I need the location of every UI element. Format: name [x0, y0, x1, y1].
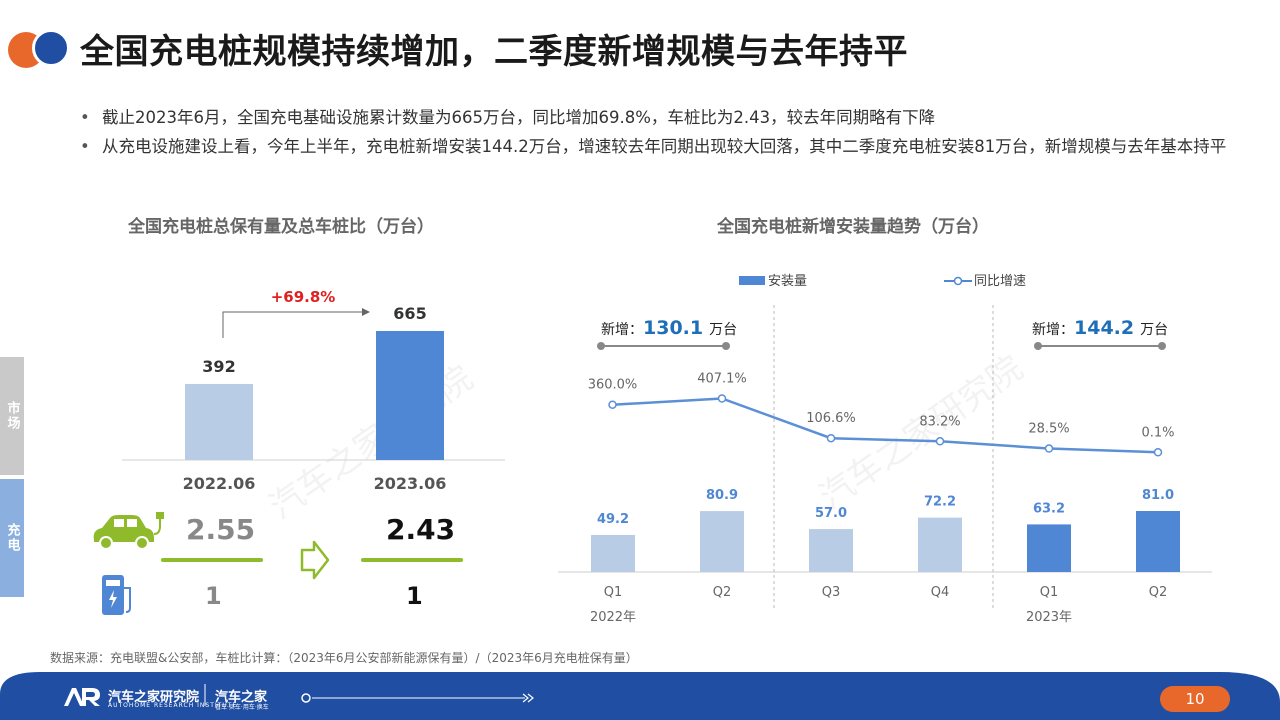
ratio-base-2022: 1 — [205, 582, 222, 610]
legend-line-marker — [953, 276, 963, 286]
install-value-label: 63.2 — [1033, 501, 1065, 516]
growth-point — [717, 394, 727, 403]
annotation-2022: 新增：130.1 万台 — [601, 317, 737, 339]
blue-dot-icon — [32, 29, 70, 67]
annotation-dot — [1034, 342, 1042, 350]
growth-label: +69.8% — [271, 288, 336, 306]
install-value-label: 57.0 — [815, 506, 847, 521]
install-bar — [591, 534, 635, 572]
growth-arrow-line — [222, 311, 365, 338]
growth-value-label: 0.1% — [1141, 425, 1174, 440]
growth-value-label: 83.2% — [919, 414, 960, 429]
quarter-label: Q2 — [713, 585, 732, 600]
annotation-value: 144.2 — [1074, 317, 1134, 339]
left-bar-chart: +69.8% 392 2022.06 665 2023.06 — [122, 288, 505, 493]
year-label-2023: 2023年 — [1026, 610, 1072, 625]
footer-band — [0, 672, 1280, 720]
legend-bar-swatch — [739, 276, 765, 285]
quarter-label: Q4 — [931, 585, 950, 600]
ratio-2022: 2.55 — [186, 513, 256, 546]
growth-point — [608, 400, 617, 409]
stock-category-label: 2022.06 — [183, 474, 256, 493]
annotation-2023: 新增：144.2 万台 — [1032, 317, 1168, 339]
footer-brand2: 汽车之家 — [215, 690, 268, 705]
car-icon — [93, 512, 164, 550]
ratio-divider-2023 — [361, 558, 463, 562]
growth-line — [612, 397, 1159, 454]
right-chart-title: 全国充电桩新增安装量趋势（万台） — [717, 217, 989, 237]
side-tab-market: 市场 — [0, 357, 24, 475]
stock-value-label: 665 — [393, 304, 426, 323]
install-value-label: 81.0 — [1142, 488, 1174, 503]
growth-value-label: 28.5% — [1028, 422, 1069, 437]
annotation-dot — [597, 342, 605, 350]
annotation-dot — [722, 342, 730, 350]
ratio-2023: 2.43 — [386, 513, 456, 546]
stock-bar — [376, 331, 444, 460]
growth-point — [1044, 444, 1054, 453]
slide-header: 全国充电桩规模持续增加，二季度新增规模与去年持平 — [0, 0, 1280, 90]
slide-title: 全国充电桩规模持续增加，二季度新增规模与去年持平 — [80, 32, 908, 72]
page-number: 10 — [1160, 686, 1230, 712]
quarter-label: Q3 — [822, 585, 841, 600]
install-bar — [1136, 511, 1180, 572]
install-bar — [1027, 524, 1071, 572]
ratio-base-2023: 1 — [406, 582, 423, 610]
stock-value-label: 392 — [202, 357, 235, 376]
autohome-logo-icon — [64, 688, 100, 706]
quarter-label: Q1 — [604, 585, 623, 600]
growth-point — [826, 433, 836, 443]
install-value-label: 49.2 — [597, 512, 629, 527]
install-value-label: 72.2 — [924, 495, 956, 510]
growth-point — [935, 437, 945, 446]
install-bar — [918, 517, 962, 572]
growth-point — [1153, 448, 1163, 457]
quarter-label: Q1 — [1040, 585, 1059, 600]
bullet-list: 截止2023年6月，全国充电基础设施累计数量为665万台，同比增加69.8%，车… — [78, 104, 1228, 162]
growth-value-label: 360.0% — [588, 378, 638, 393]
annotation-prefix: 新增： — [601, 322, 643, 338]
stock-category-label: 2023.06 — [374, 474, 447, 493]
growth-value-label: 106.6% — [806, 411, 856, 426]
annotation-unit: 万台 — [709, 322, 737, 338]
quarter-label: Q2 — [1149, 585, 1168, 600]
legend-line-label: 同比增速 — [974, 274, 1026, 289]
annotation-unit: 万台 — [1140, 322, 1168, 338]
footer-brand-sub: AUTOHOME RESEARCH INSTITUTE — [108, 702, 238, 709]
bullet-item: 截止2023年6月，全国充电基础设施累计数量为665万台，同比增加69.8%，车… — [78, 104, 1228, 131]
footer-brand2-sub: 看车·买车·用车·换车 — [215, 704, 269, 711]
legend-bar-label: 安装量 — [768, 274, 807, 289]
growth-arrow-head-icon — [362, 308, 370, 316]
bullet-item: 从充电设施建设上看，今年上半年，充电桩新增安装144.2万台，增速较去年同期出现… — [78, 133, 1228, 160]
install-bar — [700, 511, 744, 572]
install-value-label: 80.9 — [706, 488, 738, 503]
left-chart-title: 全国充电桩总保有量及总车桩比（万台） — [128, 217, 434, 237]
footer-brand-name: 汽车之家研究院 — [108, 690, 200, 705]
annotation-value: 130.1 — [643, 317, 703, 339]
stock-bar — [185, 383, 253, 460]
annotation-prefix: 新增： — [1032, 322, 1074, 338]
growth-value-label: 407.1% — [697, 372, 747, 387]
right-combo-chart: 安装量 同比增速 新增：130.1 万台 新增：144.2 万台 49.2Q180.… — [558, 274, 1212, 625]
charger-icon — [102, 575, 131, 615]
annotation-dot — [1158, 342, 1166, 350]
arrow-right-icon — [300, 540, 330, 580]
data-source-note: 数据来源：充电联盟&公安部，车桩比计算：（2023年6月公安部新能源保有量）/（… — [50, 651, 638, 665]
ratio-divider-2022 — [161, 558, 263, 562]
side-tab-charging: 充电 — [0, 479, 24, 597]
year-label-2022: 2022年 — [590, 610, 636, 625]
install-bar — [809, 529, 853, 572]
